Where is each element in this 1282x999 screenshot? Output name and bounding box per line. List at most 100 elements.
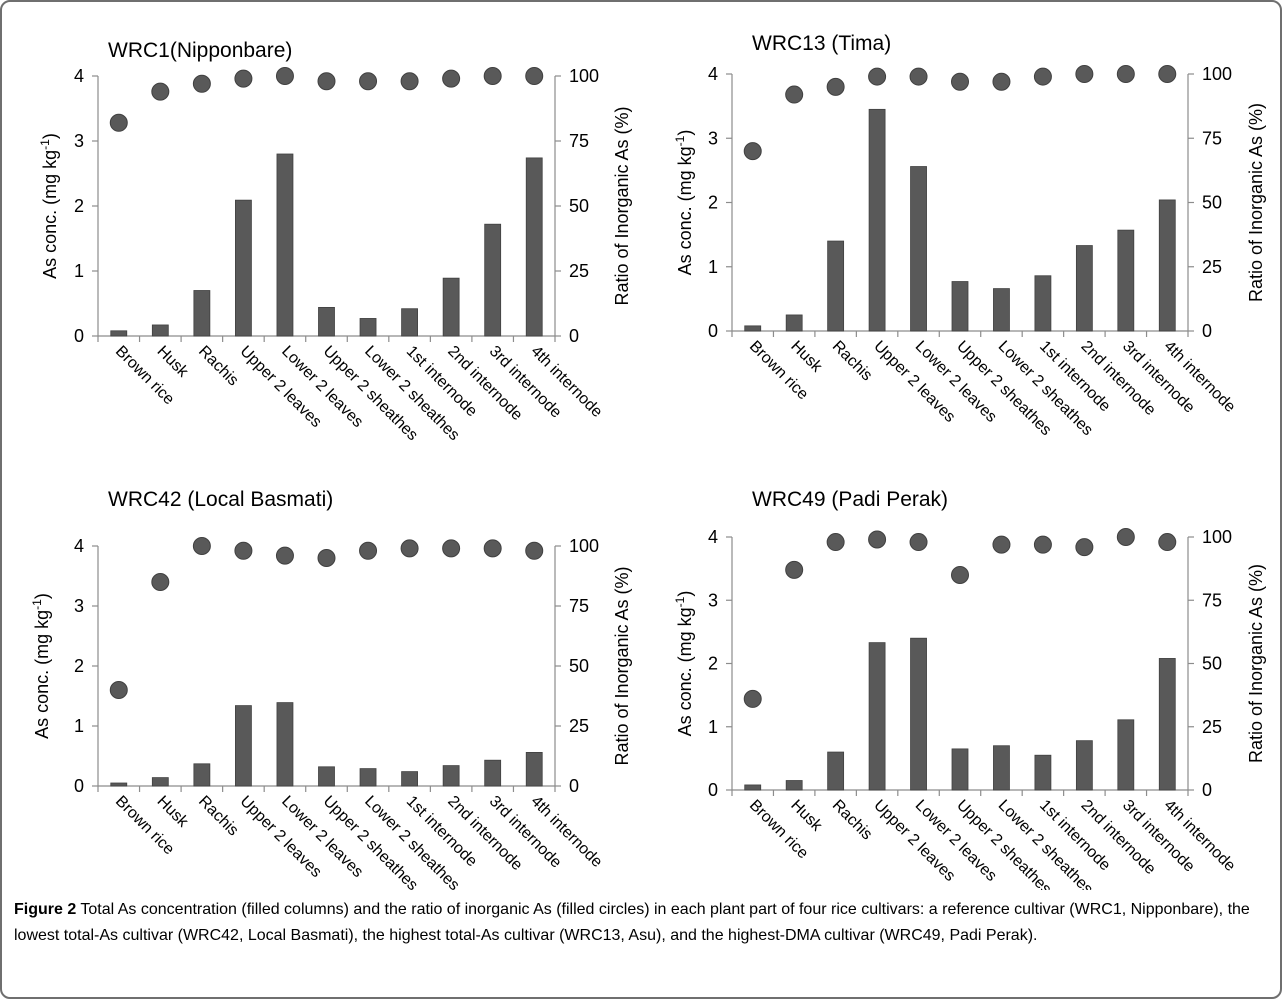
- bar: [1075, 740, 1093, 791]
- ratio-point: [826, 533, 845, 552]
- bar: [151, 777, 169, 787]
- bar: [993, 745, 1010, 791]
- bar: [1034, 275, 1052, 332]
- y-axis-label: As conc. (mg kg-1): [30, 593, 52, 739]
- y-tick-label: 2: [74, 196, 84, 216]
- ratio-point: [234, 541, 253, 560]
- ratio-point: [317, 549, 336, 567]
- y2-tick-label: 50: [1202, 654, 1222, 674]
- ratio-point: [151, 573, 170, 591]
- bar: [318, 306, 335, 337]
- category-label: Rachis: [195, 793, 242, 840]
- chart-title: WRC13 (Tima): [752, 32, 891, 55]
- category-label: 3rd internode: [486, 343, 565, 422]
- bar: [442, 277, 460, 337]
- bar: [827, 240, 845, 332]
- bar: [951, 748, 969, 791]
- ratio-point: [992, 535, 1011, 554]
- bar: [359, 318, 377, 337]
- ratio-point: [951, 72, 969, 91]
- ratio-point: [275, 546, 294, 565]
- ratio-point: [1158, 533, 1177, 552]
- chart-title: WRC1(Nipponbare): [108, 39, 292, 62]
- y2-tick-label: 0: [1202, 780, 1212, 800]
- ratio-point: [743, 689, 762, 708]
- y2-axis-label: Ratio of Inorganic As (%): [612, 106, 632, 305]
- ratio-point: [909, 533, 928, 552]
- y-tick-label: 1: [708, 717, 718, 737]
- ratio-point: [359, 541, 378, 560]
- ratio-point: [275, 67, 294, 85]
- ratio-point: [1033, 535, 1052, 554]
- ratio-point: [1033, 67, 1052, 86]
- ratio-point: [826, 77, 845, 96]
- bar: [110, 782, 128, 787]
- bar: [951, 281, 969, 332]
- ratio-point: [192, 74, 211, 93]
- bar: [785, 314, 803, 332]
- figure-caption: Figure 2 Total As concentration (filled …: [14, 897, 1272, 949]
- bar: [525, 752, 543, 787]
- y2-tick-label: 50: [569, 656, 589, 676]
- category-label: 4th internode: [527, 343, 605, 421]
- bar: [910, 637, 927, 791]
- y-tick-label: 4: [708, 64, 718, 84]
- ratio-point: [317, 72, 336, 91]
- ratio-point: [909, 67, 928, 86]
- y-tick-label: 4: [74, 536, 84, 556]
- category-label: 4th internode: [527, 793, 605, 871]
- ratio-point: [359, 72, 378, 91]
- bar: [193, 290, 211, 337]
- bar: [525, 157, 543, 337]
- category-label: Husk: [787, 797, 826, 836]
- caption-text: Total As concentration (filled columns) …: [14, 901, 1250, 944]
- y-tick-label: 1: [708, 257, 718, 277]
- ratio-point: [1075, 65, 1094, 83]
- bar: [110, 330, 128, 337]
- category-label: Husk: [153, 343, 192, 382]
- ratio-point: [525, 541, 544, 560]
- bar: [1117, 719, 1135, 791]
- bar: [235, 705, 252, 787]
- bar: [151, 324, 169, 337]
- ratio-point: [151, 82, 170, 101]
- bar: [484, 223, 502, 337]
- y-axis-label: As conc. (mg kg-1): [673, 130, 695, 276]
- bar: [442, 765, 460, 787]
- bar: [744, 784, 762, 791]
- y2-tick-label: 75: [569, 596, 589, 616]
- y-tick-label: 2: [74, 656, 84, 676]
- ratio-point: [868, 67, 887, 86]
- bar: [827, 751, 845, 791]
- ratio-point: [1116, 528, 1135, 546]
- ratio-point: [743, 142, 762, 161]
- ratio-point: [483, 539, 502, 558]
- y-tick-label: 3: [74, 131, 84, 151]
- bar: [359, 768, 377, 787]
- ratio-point: [442, 69, 461, 88]
- bar: [1075, 245, 1093, 332]
- y2-tick-label: 25: [1202, 717, 1222, 737]
- y-tick-label: 4: [74, 66, 84, 86]
- ratio-point: [234, 69, 253, 88]
- y2-tick-label: 25: [569, 716, 589, 736]
- bar: [318, 766, 335, 787]
- bar: [868, 108, 886, 332]
- y2-tick-label: 100: [569, 66, 599, 86]
- bar: [744, 325, 762, 332]
- y2-tick-label: 25: [1202, 257, 1222, 277]
- bar: [1158, 658, 1176, 791]
- ratio-point: [785, 85, 804, 104]
- bar: [193, 763, 211, 787]
- y2-tick-label: 75: [1202, 590, 1222, 610]
- ratio-point: [109, 113, 128, 132]
- category-label: Rachis: [829, 338, 876, 385]
- y-tick-label: 0: [74, 776, 84, 796]
- y-axis-label: As conc. (mg kg-1): [38, 133, 60, 279]
- ratio-point: [192, 537, 211, 555]
- y2-tick-label: 0: [569, 326, 579, 346]
- bar: [1034, 754, 1052, 791]
- y-tick-label: 1: [74, 716, 84, 736]
